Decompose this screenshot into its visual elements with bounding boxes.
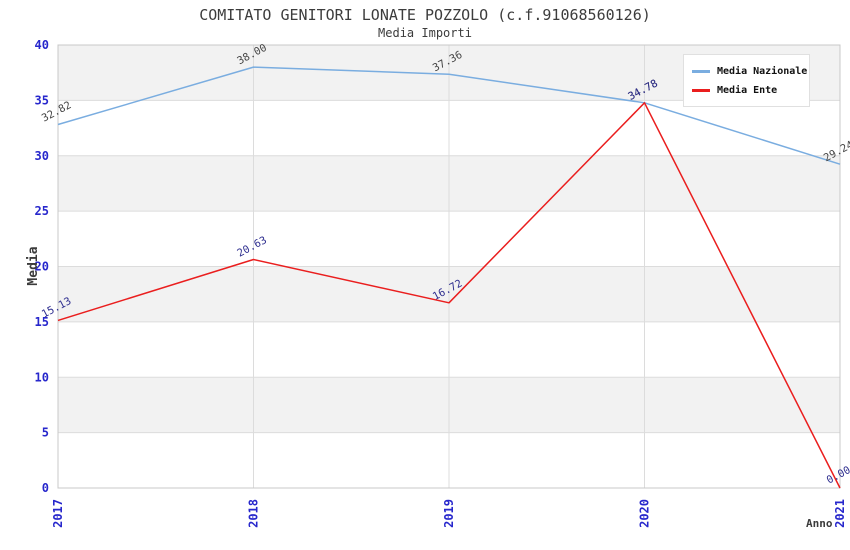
y-tick-label: 30 [35, 149, 49, 163]
y-tick-label: 15 [35, 315, 49, 329]
chart-title: COMITATO GENITORI LONATE POZZOLO (c.f.91… [199, 6, 651, 24]
x-tick-label: 2017 [51, 499, 65, 528]
y-tick-label: 10 [35, 370, 49, 384]
legend-item-media-ente: Media Ente [692, 81, 801, 100]
y-axis-label: Media [26, 246, 42, 286]
media-ente-line [57, 102, 841, 489]
x-tick-label: 2021 [833, 499, 847, 528]
legend-label: Media Ente [717, 85, 778, 96]
chart-subtitle: Media Importi [378, 26, 472, 40]
y-tick-label: 0 [42, 481, 49, 495]
x-tick-label: 2018 [247, 499, 261, 528]
x-tick-label: 2019 [442, 499, 456, 528]
y-tick-label: 40 [35, 38, 49, 52]
y-tick-label: 5 [42, 426, 49, 440]
media-nazionale-line [57, 66, 841, 165]
x-axis-label: Anno [806, 517, 833, 530]
legend-item-media-nazionale: Media Nazionale [692, 62, 807, 81]
y-tick-label: 25 [35, 204, 49, 218]
y-tick-label: 20 [35, 260, 49, 274]
plot-border [57, 44, 841, 489]
media-nazionale-line-swatch [692, 70, 710, 73]
media-ente-line-swatch [692, 89, 710, 92]
y-tick-label: 35 [35, 93, 49, 107]
legend-label: Media Nazionale [717, 66, 808, 77]
x-tick-label: 2020 [638, 499, 652, 528]
legend: Media Nazionale Media Ente [683, 54, 810, 107]
